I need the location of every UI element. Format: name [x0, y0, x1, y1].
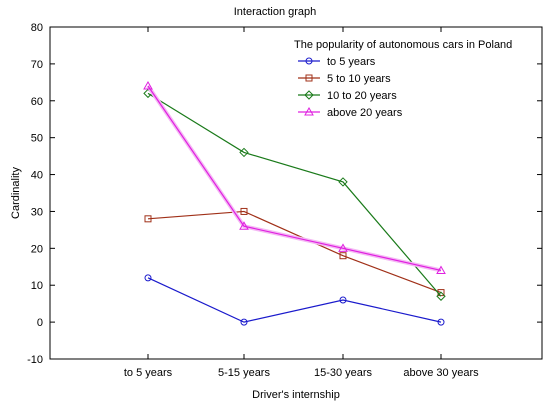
legend: The popularity of autonomous cars in Pol… [294, 39, 512, 119]
y-tick-label: 50 [31, 133, 43, 145]
data-point [339, 252, 347, 260]
series-line [147, 92, 442, 297]
legend-label: above 20 years [327, 107, 403, 119]
y-tick-label: 60 [31, 96, 43, 108]
chart-title: Interaction graph [234, 6, 317, 18]
series-1 [144, 274, 445, 326]
series-line [147, 210, 442, 294]
data-point [144, 274, 152, 282]
legend-item: 10 to 20 years [298, 90, 397, 102]
data-point [338, 243, 348, 252]
x-tick-label: 15-30 years [314, 367, 373, 379]
data-point [436, 265, 446, 274]
data-point [437, 318, 445, 326]
series-line [147, 277, 442, 323]
legend-item: 5 to 10 years [298, 73, 391, 85]
legend-marker [305, 57, 313, 65]
y-tick-label: 20 [31, 243, 43, 255]
y-tick-label: 80 [31, 22, 43, 34]
legend-marker [305, 74, 313, 82]
legend-marker [304, 106, 314, 116]
y-tick-label: 40 [31, 170, 43, 182]
legend-marker [304, 90, 314, 100]
data-point [143, 81, 153, 90]
data-point [339, 296, 347, 304]
data-point [240, 207, 248, 215]
series-line [147, 85, 442, 272]
data-point [338, 177, 348, 187]
y-tick-label: 0 [37, 317, 43, 329]
data-point [144, 215, 152, 223]
series-2 [144, 207, 445, 297]
y-axis-label: Cardinality [10, 167, 22, 219]
legend-title: The popularity of autonomous cars in Pol… [294, 39, 512, 51]
x-axis: to 5 years 5-15 years 15-30 years above 30 … [124, 27, 479, 379]
series-4 [143, 81, 446, 274]
legend-item: above 20 years [298, 106, 403, 119]
y-tick-label: -10 [27, 354, 43, 366]
y-tick-label: 70 [31, 59, 43, 71]
y-tick-label: 30 [31, 206, 43, 218]
y-tick-label: 10 [31, 280, 43, 292]
data-point [436, 291, 446, 301]
legend-label: to 5 years [327, 56, 376, 68]
plot-frame [49, 26, 543, 360]
data-point [240, 318, 248, 326]
x-tick-label: 5-15 years [218, 367, 270, 379]
y-axis: -10 0 10 20 30 40 50 60 70 80 [27, 22, 542, 366]
data-point [239, 221, 249, 230]
x-tick-label: above 30 years [403, 367, 479, 379]
legend-label: 10 to 20 years [327, 90, 397, 102]
series-layer [143, 81, 446, 326]
legend-label: 5 to 10 years [327, 73, 391, 85]
x-axis-label: Driver's internship [252, 389, 340, 401]
data-point [239, 147, 249, 158]
series-3 [143, 88, 446, 301]
legend-item: to 5 years [298, 56, 376, 68]
x-tick-label: to 5 years [124, 367, 173, 379]
